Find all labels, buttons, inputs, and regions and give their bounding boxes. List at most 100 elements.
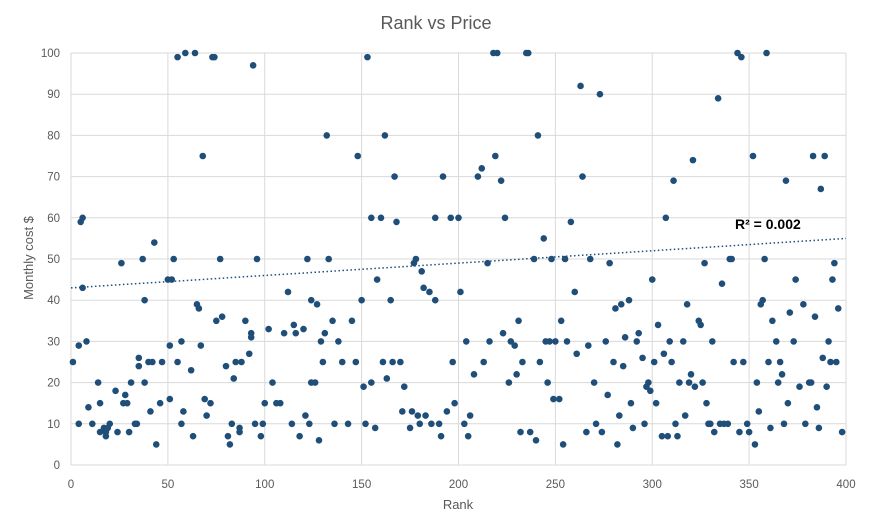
data-point bbox=[269, 379, 276, 386]
data-point bbox=[437, 432, 445, 440]
data-point bbox=[393, 218, 400, 226]
data-point bbox=[517, 428, 524, 436]
data-point bbox=[650, 358, 658, 366]
data-point bbox=[304, 255, 311, 263]
data-point bbox=[524, 49, 532, 57]
data-point bbox=[571, 288, 579, 296]
data-point bbox=[94, 379, 102, 386]
data-point bbox=[658, 432, 666, 440]
data-point bbox=[790, 338, 797, 345]
data-point bbox=[216, 255, 224, 263]
data-point bbox=[96, 428, 104, 436]
data-point bbox=[662, 214, 670, 222]
data-point bbox=[400, 383, 408, 391]
data-point bbox=[470, 371, 478, 378]
data-point bbox=[660, 350, 668, 358]
data-point bbox=[222, 362, 230, 370]
data-point bbox=[792, 276, 799, 283]
data-point bbox=[288, 420, 296, 428]
data-point bbox=[699, 379, 706, 386]
data-point bbox=[292, 329, 300, 337]
data-point bbox=[85, 404, 92, 411]
data-point bbox=[135, 354, 143, 362]
data-point bbox=[462, 338, 470, 345]
data-point bbox=[645, 379, 652, 386]
x-tick-label: 200 bbox=[449, 479, 468, 491]
data-point bbox=[121, 391, 129, 399]
data-point bbox=[238, 358, 245, 366]
data-point bbox=[780, 420, 788, 428]
data-point bbox=[174, 358, 181, 366]
data-point bbox=[414, 412, 422, 419]
data-point bbox=[412, 255, 420, 263]
data-point bbox=[135, 362, 143, 370]
data-point bbox=[596, 90, 604, 98]
data-point bbox=[478, 165, 486, 172]
data-point bbox=[697, 321, 704, 329]
data-point bbox=[325, 255, 332, 263]
data-point bbox=[534, 132, 542, 139]
data-point bbox=[406, 424, 414, 432]
data-point bbox=[195, 305, 203, 312]
data-point bbox=[685, 379, 693, 386]
data-point bbox=[338, 358, 346, 366]
data-point bbox=[147, 408, 154, 415]
data-point bbox=[815, 424, 823, 432]
data-point bbox=[335, 338, 342, 345]
y-tick-label: 100 bbox=[41, 48, 60, 60]
data-point bbox=[544, 379, 551, 386]
data-point bbox=[426, 288, 433, 296]
data-point bbox=[247, 329, 255, 337]
data-point bbox=[431, 214, 439, 222]
data-point bbox=[315, 436, 323, 444]
data-point bbox=[629, 424, 637, 432]
data-point bbox=[156, 399, 164, 407]
x-axis-title: Rank bbox=[443, 497, 474, 512]
y-tick-label: 50 bbox=[47, 254, 60, 266]
data-point bbox=[253, 255, 261, 263]
data-point bbox=[652, 399, 660, 407]
data-point bbox=[416, 420, 424, 428]
y-tick-label: 10 bbox=[47, 419, 60, 431]
data-point bbox=[627, 399, 635, 407]
data-point bbox=[261, 399, 269, 407]
trendline bbox=[70, 237, 847, 289]
data-point bbox=[734, 49, 741, 57]
data-point bbox=[75, 420, 83, 428]
x-tick-label: 100 bbox=[255, 479, 274, 491]
data-point bbox=[83, 338, 90, 345]
x-tick-label: 50 bbox=[161, 479, 174, 491]
data-point bbox=[439, 173, 447, 180]
data-point bbox=[139, 255, 146, 263]
data-point bbox=[555, 395, 563, 403]
data-point bbox=[368, 379, 375, 386]
data-point bbox=[354, 152, 362, 160]
data-point bbox=[360, 383, 367, 391]
data-point bbox=[141, 296, 148, 304]
data-point bbox=[112, 387, 119, 395]
data-point bbox=[187, 366, 195, 374]
data-point bbox=[211, 53, 218, 61]
data-point bbox=[486, 338, 493, 345]
x-tick-label: 150 bbox=[352, 479, 371, 491]
data-point bbox=[546, 338, 553, 345]
data-point bbox=[114, 428, 121, 436]
data-point bbox=[759, 296, 766, 304]
data-point bbox=[585, 342, 592, 349]
data-point bbox=[362, 420, 369, 428]
data-point bbox=[118, 259, 125, 267]
data-point bbox=[178, 338, 185, 345]
data-point bbox=[466, 412, 474, 419]
data-point bbox=[769, 317, 776, 325]
data-point bbox=[802, 420, 809, 428]
data-point bbox=[399, 408, 406, 415]
data-point bbox=[245, 350, 253, 358]
data-point bbox=[170, 255, 177, 263]
data-point bbox=[550, 395, 557, 403]
data-point bbox=[718, 280, 726, 288]
data-point bbox=[373, 276, 381, 283]
data-point bbox=[480, 358, 487, 366]
data-point bbox=[344, 420, 352, 428]
x-tick-label: 300 bbox=[643, 479, 662, 491]
